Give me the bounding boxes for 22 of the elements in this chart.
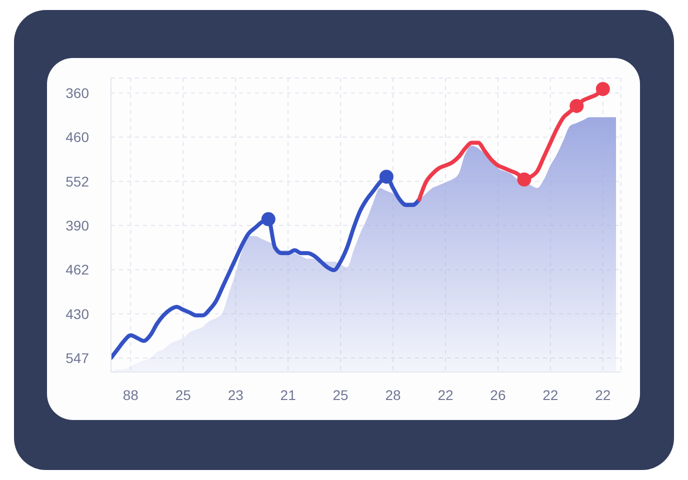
x-tick-label: 21: [280, 386, 296, 403]
x-tick-label: 23: [228, 386, 244, 403]
category-label: 552: [66, 173, 89, 190]
point: [570, 98, 584, 113]
x-tick-label: 25: [332, 386, 349, 403]
x-tick-label: 22: [542, 386, 558, 403]
x-tick-label: 28: [385, 386, 402, 403]
point: [379, 170, 394, 184]
x-tick-label: 88: [122, 386, 139, 403]
category-label: 390: [66, 217, 89, 234]
x-tick-label: 22: [595, 386, 611, 403]
point: [517, 172, 532, 187]
point: [596, 82, 610, 96]
category-label: 547: [66, 350, 89, 366]
x-tick-label: 22: [438, 386, 454, 403]
x-tick-label: 26: [490, 386, 506, 403]
category-label: 360: [66, 84, 89, 101]
category-label: 462: [66, 262, 89, 278]
category-label: 460: [66, 129, 89, 146]
category-label: 430: [66, 306, 89, 322]
x-tick-label: 25: [175, 386, 192, 403]
point: [261, 212, 276, 226]
